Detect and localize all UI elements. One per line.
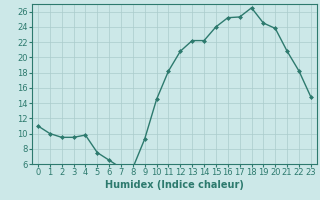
X-axis label: Humidex (Indice chaleur): Humidex (Indice chaleur): [105, 180, 244, 190]
